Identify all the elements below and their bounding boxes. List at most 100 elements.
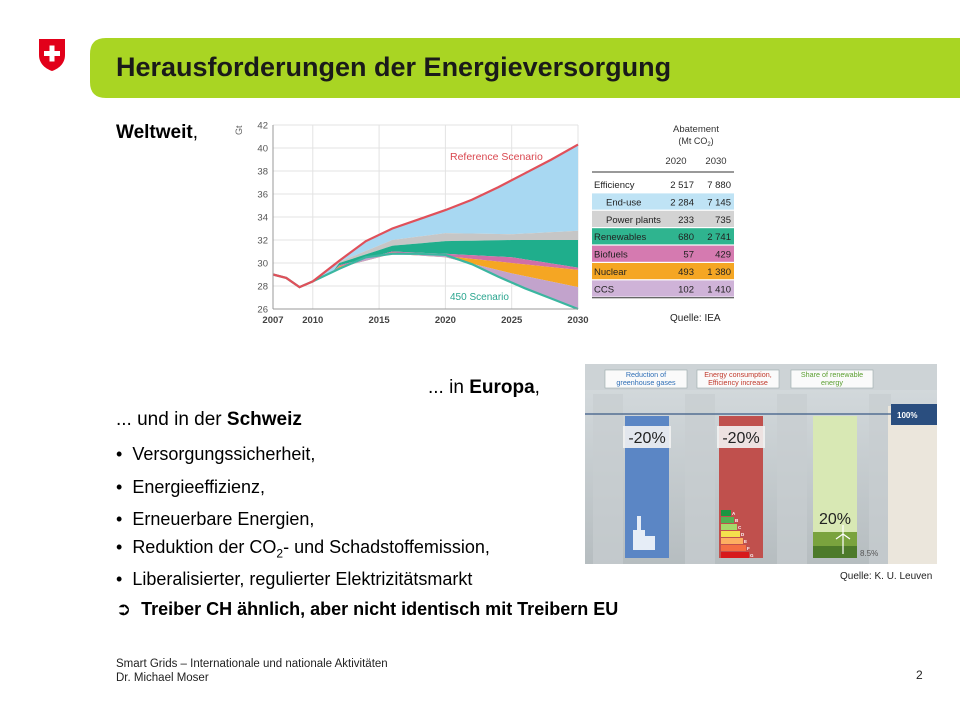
renewables-baseline-segment xyxy=(813,546,857,558)
bullet-text-prefix: Reduktion der CO xyxy=(132,537,277,557)
iea-co2-scenario-chart: 26 28 30 32 34 36 38 40 42 2007 2010 2015 2020 2025 20… xyxy=(234,121,589,327)
x-tick-label: 2030 xyxy=(567,315,588,326)
y-tick-label: 36 xyxy=(257,190,268,201)
efficiency-class-label: C xyxy=(738,525,742,530)
efficiency-class-bar xyxy=(721,510,731,516)
footer-presentation-title: Smart Grids – Internationale und nationa… xyxy=(116,658,388,670)
table-cell-2030: 1 380 xyxy=(707,267,731,278)
y-tick-label: 32 xyxy=(257,236,268,247)
reference-scenario-label: Reference Scenario xyxy=(450,151,543,163)
table-cell-2020: 2 284 xyxy=(670,197,694,208)
table-row-label: Nuclear xyxy=(594,267,627,278)
y-tick-label: 40 xyxy=(257,144,268,155)
x-tick-label: 2015 xyxy=(369,315,391,326)
bullet-text: Liberalisierter, regulierter Elektrizitä… xyxy=(132,569,473,589)
table-cell-2030: 735 xyxy=(715,215,731,226)
table-row-label: Efficiency xyxy=(594,180,635,191)
table-title: Abatement xyxy=(673,124,719,135)
table-column-2020: 2020 xyxy=(665,156,686,167)
table-row xyxy=(592,280,734,297)
abatement-wedge xyxy=(312,253,578,309)
y-tick-label: 34 xyxy=(257,213,268,224)
conclusion-line: ➲ Treiber CH ähnlich, aber nicht identis… xyxy=(116,599,618,620)
x-tick-label: 2010 xyxy=(302,315,323,326)
baseline-label: 8.5% xyxy=(860,549,878,558)
bullet-item: • Reduktion der CO2- und Schadstoffemiss… xyxy=(116,537,490,561)
table-subtitle: (Mt CO2) xyxy=(678,136,713,148)
bullet-text: Versorgungssicherheit, xyxy=(132,444,316,464)
table-cell-2020: 2 517 xyxy=(670,180,694,191)
reference-100-label: 100% xyxy=(897,411,917,420)
table-row xyxy=(592,176,734,193)
table-cell-2020: 680 xyxy=(678,232,694,243)
arrow-icon: ➲ xyxy=(116,599,132,619)
table-row-label: CCS xyxy=(594,284,614,295)
table-row-label: End-use xyxy=(606,197,641,208)
table-row-label: Power plants xyxy=(606,215,661,226)
value-label: 20% xyxy=(819,511,851,528)
table-row xyxy=(592,245,734,262)
europe-comma: , xyxy=(534,377,540,398)
table-row xyxy=(592,210,734,227)
value-label-box xyxy=(717,426,765,448)
scenario-lines xyxy=(272,143,579,311)
wind-turbine-blades xyxy=(835,525,851,540)
table-cell-2020: 233 xyxy=(678,215,694,226)
table-row-label: Renewables xyxy=(594,232,647,243)
abatement-table: Abatement (Mt CO2) 2020 2030 Efficiency 2… xyxy=(592,124,734,299)
x-tick-label: 2007 xyxy=(262,315,283,326)
eu-header-box xyxy=(604,369,688,389)
bullet-item: • Energieeffizienz, xyxy=(116,477,266,497)
scenario-450-label: 450 Scenario xyxy=(450,292,509,303)
worldwide-heading: Weltweit, xyxy=(116,122,198,144)
bullet-text: Erneuerbare Energien, xyxy=(132,509,315,529)
reference-100-box xyxy=(891,404,937,425)
efficiency-class-bar xyxy=(721,531,740,537)
bullet-text-suffix: - und Schadstoffemission, xyxy=(283,537,490,557)
y-tick-label: 30 xyxy=(257,259,268,270)
y-axis-label: Gt xyxy=(234,125,244,135)
table-row-label: Biofuels xyxy=(594,250,628,261)
efficiency-class-bar xyxy=(721,545,746,551)
footer-author: Dr. Michael Moser xyxy=(116,672,209,684)
x-tick-label: 2020 xyxy=(435,315,456,326)
value-label-box xyxy=(623,426,671,448)
source-iea: Quelle: IEA xyxy=(670,313,721,324)
efficiency-class-bar xyxy=(721,524,737,530)
abatement-wedge xyxy=(312,251,578,282)
table-column-2030: 2030 xyxy=(705,156,726,167)
abatement-wedge xyxy=(312,144,578,282)
efficiency-class-label: E xyxy=(744,539,747,544)
eu-header-label: energy xyxy=(821,378,843,387)
europe-prefix: ... in xyxy=(428,377,470,398)
worldwide-comma: , xyxy=(192,122,198,143)
abatement-wedge xyxy=(312,240,578,282)
eu-header-label: Share of renewable xyxy=(801,370,863,379)
bullet-item: • Versorgungssicherheit, xyxy=(116,444,316,464)
europe-heading: ... in Europa, xyxy=(428,377,540,399)
chart-axes: 26 28 30 32 34 36 38 40 42 2007 2010 2015 2020 2025 20… xyxy=(257,121,588,327)
eu-header-box xyxy=(790,369,874,389)
worldwide-label: Weltweit xyxy=(116,122,193,143)
table-cell-2020: 493 xyxy=(678,267,694,278)
table-cell-2020: 57 xyxy=(683,250,694,261)
conclusion-text: Treiber CH ähnlich, aber nicht identisch… xyxy=(141,599,619,619)
y-tick-label: 28 xyxy=(257,282,268,293)
table-cell-2030: 7 880 xyxy=(707,180,731,191)
efficiency-class-label: F xyxy=(747,546,750,551)
switzerland-prefix: ... und in der xyxy=(116,409,227,430)
bullet-item: • Erneuerbare Energien, xyxy=(116,509,315,529)
table-rows: Efficiency 2 517 7 880 End-use 2 284 7 145 Pow… xyxy=(592,176,734,299)
table-row xyxy=(592,228,734,245)
factory-icon xyxy=(633,516,655,550)
efficiency-class-label: B xyxy=(735,518,739,523)
abatement-wedges xyxy=(312,144,578,309)
y-tick-label: 38 xyxy=(257,167,268,178)
eu-header-label: Efficiency increase xyxy=(708,378,768,387)
title-banner xyxy=(90,38,960,98)
table-row xyxy=(592,263,734,280)
bullet-text: Energieeffizienz, xyxy=(132,477,266,497)
co2-subscript: 2 xyxy=(276,546,284,561)
abatement-wedge xyxy=(312,252,578,288)
